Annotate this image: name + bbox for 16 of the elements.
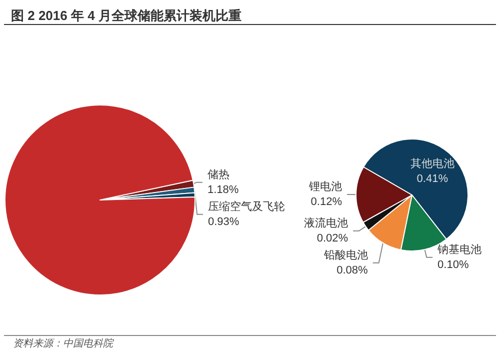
data-label: 1.18% (207, 184, 239, 196)
slice-label: 铅酸电池 (322, 248, 368, 262)
data-label: 0.41% (416, 173, 448, 186)
slice-label: 锂电池 (308, 180, 342, 194)
data-label: 0.12% (310, 196, 342, 208)
slice-label: 液流电池 (304, 216, 348, 230)
slice-label: 压缩空气及飞轮 (208, 200, 285, 213)
data-label: 0.02% (316, 232, 348, 244)
text: 资料来源：中国电科院 (13, 338, 115, 350)
chart-title: 图 2 2016 年 4 月全球储能累计装机比重 (11, 8, 242, 23)
data-label: 0.10% (438, 258, 469, 271)
data-label: 0.08% (336, 264, 368, 276)
slice-label: 其他电池 (410, 157, 454, 170)
slice-label: 储热 (207, 168, 230, 181)
slice-label: 钠基电池 (436, 242, 482, 256)
data-label: 0.93% (208, 216, 240, 228)
